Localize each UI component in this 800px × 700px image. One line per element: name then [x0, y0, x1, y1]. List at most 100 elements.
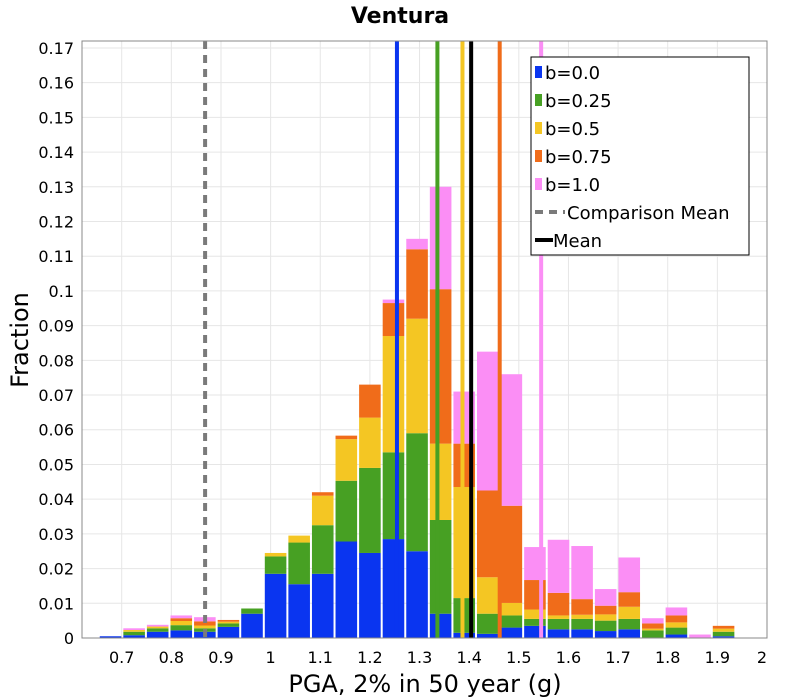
- y-tick-label: 0.08: [38, 351, 74, 370]
- bar-segment: [571, 599, 593, 615]
- legend-label: b=0.0: [545, 63, 600, 84]
- bar-segment: [500, 627, 523, 638]
- bar-segment: [476, 490, 499, 578]
- y-tick-label: 0.01: [38, 594, 74, 613]
- y-tick-label: 0.03: [38, 525, 74, 544]
- bar-segment: [288, 584, 310, 638]
- bar-segment: [264, 556, 287, 574]
- x-tick-label: 1.7: [605, 648, 630, 667]
- bar-segment: [123, 631, 145, 636]
- bar-segment: [476, 633, 499, 638]
- bar-segment: [500, 505, 523, 603]
- bar-segment: [406, 318, 428, 434]
- bar-segment: [406, 551, 428, 638]
- bar-segment: [642, 628, 664, 631]
- bar-segment: [429, 186, 452, 290]
- bar-segment: [382, 336, 405, 453]
- legend-label: b=0.5: [545, 119, 600, 140]
- legend-swatch: [535, 178, 542, 190]
- bar-segment: [264, 552, 287, 557]
- bar-segment: [594, 620, 617, 632]
- bar-segment: [382, 539, 405, 638]
- bar-segment: [406, 249, 428, 319]
- bar-segment: [689, 634, 711, 638]
- bar-segment: [571, 546, 593, 600]
- plot-frame: [81, 40, 768, 639]
- bar-segment: [335, 541, 358, 638]
- bar-segment: [476, 577, 499, 614]
- y-tick-label: 0.1: [49, 282, 74, 301]
- x-tick-label: 1: [266, 648, 276, 667]
- bar-segment: [123, 630, 145, 632]
- bar-segment: [241, 608, 263, 614]
- bar-segment: [571, 614, 593, 619]
- x-tick-label: 1.3: [407, 648, 432, 667]
- bar-segment: [123, 635, 145, 638]
- y-tick-label: 0.14: [38, 143, 74, 162]
- bar-segment: [288, 535, 310, 543]
- bar-segment: [712, 636, 735, 638]
- bar-segment: [194, 621, 216, 626]
- bar-segment: [594, 589, 617, 606]
- legend-swatch: [535, 94, 542, 106]
- bar-segment: [241, 613, 263, 638]
- bar-segment: [264, 573, 287, 638]
- x-tick-label: 2: [757, 648, 767, 667]
- legend-label: b=0.75: [545, 147, 612, 168]
- y-tick-label: 0.04: [38, 490, 74, 509]
- bar-segment: [170, 630, 193, 638]
- bar-segment: [618, 592, 641, 607]
- y-axis-ticks: 0 0.01 0.02 0.03 0.04 0.05 0.06 0.07 0.08 0.09 0.1…: [38, 39, 74, 648]
- bar-segment: [547, 629, 570, 638]
- x-tick-label: 1.9: [705, 648, 730, 667]
- bar-segment: [594, 605, 617, 615]
- bar-segment: [618, 557, 641, 593]
- legend-label: b=1.0: [545, 175, 600, 196]
- bar-segment: [665, 634, 688, 638]
- bar-segment: [217, 619, 240, 622]
- bar-segment: [335, 480, 358, 542]
- bar-segment: [547, 539, 570, 593]
- legend-swatch: [535, 150, 542, 162]
- y-tick-label: 0.17: [38, 39, 74, 58]
- bar-segment: [500, 615, 523, 628]
- bar-segment: [146, 624, 169, 627]
- x-tick-label: 1.4: [456, 648, 481, 667]
- bar-segment: [712, 625, 735, 629]
- x-axis-label: PGA, 2% in 50 year (g): [288, 670, 561, 698]
- legend: b=0.0 b=0.25 b=0.5 b=0.75 b=1.0 Comparison Me…: [530, 56, 750, 256]
- bar-segment: [642, 623, 664, 629]
- bar-segment: [429, 613, 452, 638]
- bar-segment: [335, 435, 358, 440]
- bar-segment: [594, 614, 617, 621]
- y-tick-label: 0.05: [38, 455, 74, 474]
- bar-segment: [665, 627, 688, 635]
- x-tick-label: 1.5: [506, 648, 531, 667]
- y-tick-label: 0: [64, 629, 74, 648]
- mean-lines: [203, 41, 544, 638]
- bar-segment: [311, 573, 334, 638]
- legend-label: Mean: [553, 231, 602, 252]
- bar-segment: [406, 433, 428, 552]
- bar-segment: [288, 542, 310, 585]
- x-tick-label: 1.8: [655, 648, 680, 667]
- y-tick-label: 0.16: [38, 74, 74, 93]
- y-tick-label: 0.12: [38, 212, 74, 231]
- bar-segment: [642, 618, 664, 624]
- bar-segment: [618, 606, 641, 619]
- legend-box: [530, 56, 750, 256]
- bar-segment: [217, 623, 240, 627]
- x-tick-label: 1.1: [308, 648, 333, 667]
- bar-segment: [406, 238, 428, 250]
- x-tick-label: 0.8: [159, 648, 184, 667]
- legend-swatch: [535, 66, 542, 78]
- bar-segment: [547, 618, 570, 630]
- y-tick-label: 0.06: [38, 421, 74, 440]
- bar-segment: [712, 628, 735, 632]
- bar-segment: [311, 492, 334, 496]
- bar-segment: [146, 631, 169, 638]
- bar-segment: [146, 628, 169, 632]
- y-tick-label: 0.13: [38, 178, 74, 197]
- bar-segment: [547, 615, 570, 619]
- x-tick-label: 1.2: [357, 648, 382, 667]
